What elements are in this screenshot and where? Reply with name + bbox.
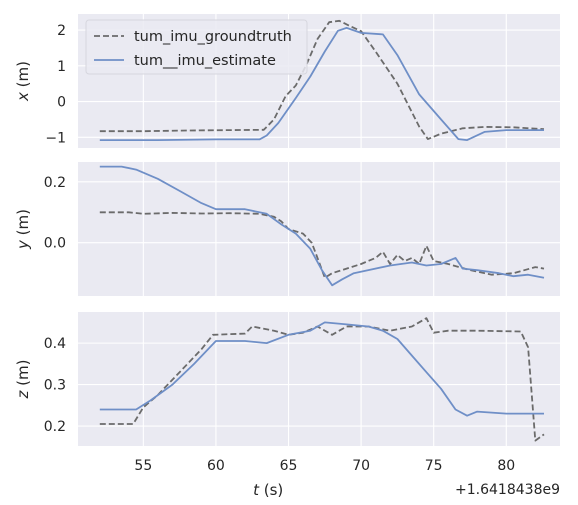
plot-area [78,162,560,296]
subplot-3: 0.2 0.3 0.4 z (m) [14,312,560,446]
y-tick-label: 2 [57,23,66,39]
series-line-tum__imu_estimate [99,27,544,141]
series-line-tum_imu_groundtruth [99,211,545,279]
x-tick-label: 55 [134,458,152,474]
y-tick-label: 1 [57,59,66,75]
x-tick-label: 70 [352,458,370,474]
x-axis-label: t (s) [253,481,283,499]
series-line-tum_imu_groundtruth [99,317,545,442]
y-axis-label: z (m) [14,360,32,400]
legend-label: tum_imu_groundtruth [134,29,292,45]
subplot-2: 0.0 0.2 y (m) [14,162,560,296]
y-tick-label: 0.2 [44,175,66,191]
y-tick-label: 0.3 [44,378,66,394]
series-line-tum__imu_estimate [99,321,544,417]
y-axis-label: y (m) [14,209,32,250]
x-tick-label: 60 [207,458,225,474]
series-line-tum__imu_estimate [99,165,545,287]
x-tick-label: 80 [497,458,515,474]
legend-label: tum__imu_estimate [134,53,276,69]
y-tick-label: 0 [57,95,66,111]
y-tick-label: 0.0 [44,236,66,252]
y-tick-label: 0.4 [44,336,66,352]
x-tick-label: 65 [280,458,298,474]
y-axis-label: x (m) [14,61,32,102]
x-tick-label: 75 [425,458,443,474]
legend: tum_imu_groundtruth tum__imu_estimate [85,19,308,75]
plot-area [78,312,560,446]
y-tick-label: −1 [45,130,66,146]
legend-box [85,19,308,75]
series-line-tum_imu_groundtruth [99,19,545,140]
y-tick-label: 0.2 [44,419,66,435]
x-offset-label: +1.6418438e9 [455,482,560,498]
